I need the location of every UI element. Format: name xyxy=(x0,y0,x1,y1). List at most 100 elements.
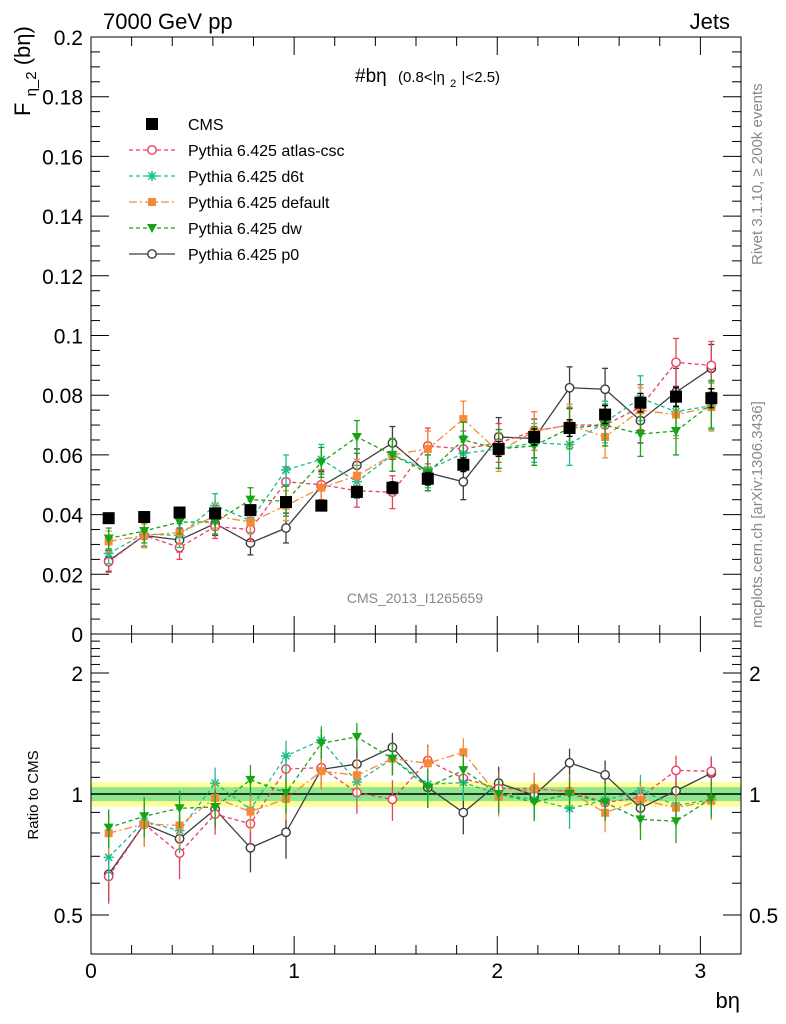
y-axis-label-sub: η_2 xyxy=(23,71,40,96)
y-tick-label: 0.04 xyxy=(42,505,83,528)
y-tick-label: 0.18 xyxy=(42,87,83,110)
header-left: 7000 GeV pp xyxy=(103,9,233,34)
ratio-point xyxy=(529,798,540,808)
data-point xyxy=(563,422,576,435)
ratio-point xyxy=(317,767,326,776)
data-point xyxy=(173,506,186,519)
side-text-top: Rivet 3.1.10, ≥ 200k events xyxy=(749,83,766,265)
ratio-point xyxy=(706,766,717,777)
y-tick-label: 0.02 xyxy=(42,564,83,587)
ratio-point xyxy=(459,748,468,757)
ratio-point xyxy=(564,757,575,768)
legend-entry: Pythia 6.425 dw xyxy=(129,221,302,238)
watermark: CMS_2013_I1265659 xyxy=(347,590,483,606)
data-point xyxy=(705,392,718,405)
y-tick-label: 0.12 xyxy=(42,266,83,289)
ratio-point xyxy=(103,852,114,863)
data-point xyxy=(103,548,114,559)
ratio-point xyxy=(458,766,469,776)
data-point xyxy=(599,408,612,421)
ratio-point xyxy=(564,790,575,799)
y-axis-label-tail: (bη) xyxy=(10,26,35,65)
data-point xyxy=(600,384,611,395)
ratio-plot-frame xyxy=(90,633,742,955)
data-point xyxy=(635,430,646,440)
data-point xyxy=(138,510,151,523)
ratio-point xyxy=(246,807,255,816)
ratio-y-tick-label-right: 0.5 xyxy=(749,905,778,928)
data-point xyxy=(670,390,682,403)
legend-label: CMS xyxy=(188,117,224,134)
data-point xyxy=(246,518,255,527)
data-point xyxy=(245,495,256,505)
legend-entry: Pythia 6.425 d6t xyxy=(129,169,304,186)
data-point xyxy=(281,464,291,475)
plot-title-sub2: 2 xyxy=(450,78,456,90)
data-point xyxy=(492,442,505,455)
legend-entry: Pythia 6.425 default xyxy=(129,195,330,212)
ratio-point xyxy=(600,769,611,780)
legend: CMS Pythia 6.425 atlas-csc Pythia 6.425 d6… xyxy=(129,117,345,264)
data-point xyxy=(139,527,150,537)
data-point xyxy=(352,471,361,480)
ratio-point xyxy=(316,739,327,749)
ratio-point xyxy=(635,815,646,825)
data-point xyxy=(421,472,434,485)
ratio-point xyxy=(636,795,645,804)
data-point xyxy=(210,518,221,528)
main-plot-axes: 0.02 0.04 0.06 0.08 0.1 0.12 0.14 0.16 0.18 0.2 0 xyxy=(42,27,741,647)
data-point xyxy=(458,435,469,445)
legend-entry: CMS xyxy=(146,117,224,134)
series-line xyxy=(108,361,712,563)
ratio-y-tick-label: 0.5 xyxy=(54,905,83,928)
ratio-point xyxy=(671,817,681,827)
data-point xyxy=(102,512,115,525)
y-tick-label: 0.16 xyxy=(42,146,83,169)
data-point xyxy=(316,458,327,468)
legend-marker xyxy=(147,224,157,233)
data-point xyxy=(528,430,541,443)
ratio-point xyxy=(458,807,469,818)
series-line xyxy=(108,406,712,543)
side-text-bottom: mcplots.cern.ch [arXiv:1306.3436] xyxy=(749,401,766,628)
plot-title-sub3: |<2.5) xyxy=(462,69,501,86)
y-tick-label-zero: 0 xyxy=(71,624,83,647)
ratio-y-tick-label: 2 xyxy=(71,663,83,686)
legend-marker xyxy=(147,145,157,155)
legend-label: Pythia 6.425 p0 xyxy=(188,247,299,264)
data-point xyxy=(103,534,114,544)
ratio-point xyxy=(245,775,256,785)
plot-title-main: #bη xyxy=(355,66,387,87)
x-tick-label: 1 xyxy=(288,960,300,983)
data-point xyxy=(209,507,222,520)
data-point xyxy=(387,450,398,460)
plot-title-sub: (0.8<|η xyxy=(398,69,445,86)
main-plot-panel: 0.020.040.060.080.10.120.140.160.180.20 … xyxy=(10,26,742,647)
data-point xyxy=(280,496,292,509)
legend-marker xyxy=(147,249,157,259)
ratio-series-pythia-6-425-dw xyxy=(103,722,717,848)
ratio-point xyxy=(281,750,291,761)
x-axis-label: bη xyxy=(716,988,740,1013)
legend-marker xyxy=(148,198,156,206)
main-plot-series xyxy=(102,337,718,573)
plot-title: #bη (0.8<|η 2 |<2.5) xyxy=(355,66,500,92)
ratio-point xyxy=(174,804,185,814)
ratio-y-tick-label-right: 1 xyxy=(749,784,761,807)
ratio-point xyxy=(493,790,504,799)
ratio-y-tick-label-right: 2 xyxy=(749,663,761,686)
data-point xyxy=(458,476,469,487)
legend-label: Pythia 6.425 atlas-csc xyxy=(188,143,345,160)
ratio-series-line xyxy=(108,746,712,875)
legend-entry: Pythia 6.425 atlas-csc xyxy=(129,143,345,160)
data-point xyxy=(386,481,399,494)
ratio-point xyxy=(351,732,362,742)
ratio-point xyxy=(352,771,361,780)
data-point xyxy=(423,444,432,453)
ratio-point xyxy=(210,803,221,813)
legend-marker xyxy=(146,118,158,130)
ratio-plot-panel: 0.5 0.5 1 1 2 2 0 1 2 3 Ratio to CMS bη xyxy=(25,633,778,1013)
legend-label: Pythia 6.425 dw xyxy=(188,221,302,238)
y-tick-label: 0.06 xyxy=(42,445,83,468)
